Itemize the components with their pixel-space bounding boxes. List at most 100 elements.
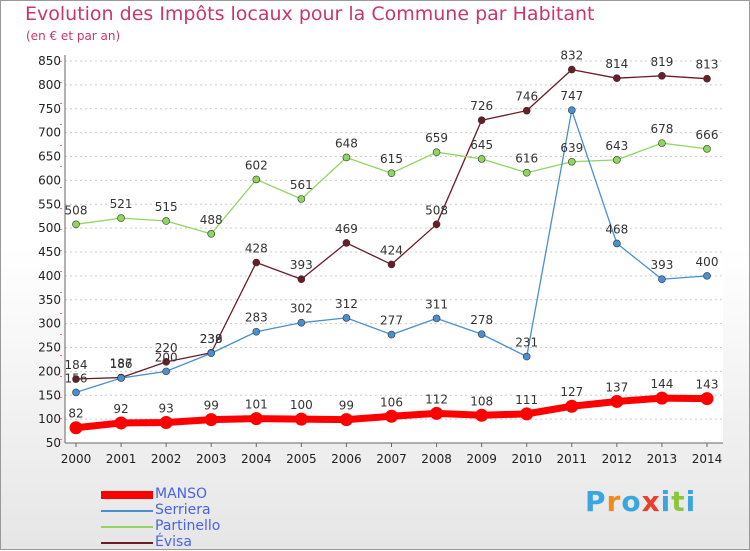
- data-label: 302: [290, 302, 313, 316]
- data-label: 639: [560, 141, 583, 155]
- data-label: 746: [515, 90, 538, 104]
- data-label: 99: [339, 399, 354, 413]
- logo-letter: o: [621, 485, 642, 518]
- data-point: [72, 375, 80, 383]
- x-tick-label: 2009: [466, 452, 497, 466]
- data-point: [703, 74, 711, 83]
- x-tick-label: 2006: [331, 452, 362, 466]
- y-tick-label: 550: [38, 197, 61, 211]
- legend-swatch: [101, 491, 153, 499]
- data-point: [567, 106, 576, 114]
- y-tick-label: 650: [38, 150, 61, 164]
- data-point: [294, 412, 308, 426]
- x-tick-label: 2012: [602, 452, 633, 466]
- data-label: 659: [425, 131, 448, 145]
- data-point: [162, 367, 170, 376]
- data-label: 283: [245, 311, 268, 325]
- data-point: [430, 406, 444, 420]
- data-label: 100: [290, 398, 313, 412]
- data-label: 187: [110, 357, 133, 371]
- data-point: [252, 327, 261, 336]
- x-tick-label: 2007: [376, 452, 407, 466]
- plot-area: [65, 55, 723, 443]
- data-point: [339, 413, 353, 427]
- data-point: [162, 358, 170, 366]
- data-point: [613, 156, 621, 164]
- data-label: 111: [515, 393, 538, 407]
- logo-letter: r: [606, 485, 622, 518]
- data-point: [342, 153, 351, 162]
- data-label: 488: [200, 213, 223, 227]
- data-label: 832: [560, 49, 583, 63]
- y-tick-label: 250: [38, 341, 61, 355]
- x-tick-label: 2011: [557, 452, 588, 466]
- data-label: 143: [696, 378, 719, 392]
- data-point: [72, 388, 80, 397]
- data-point: [342, 239, 351, 247]
- data-label: 137: [605, 380, 628, 394]
- y-tick-label: 700: [38, 126, 61, 140]
- data-label: 813: [696, 58, 719, 72]
- data-label: 616: [515, 152, 538, 166]
- data-label: 521: [110, 197, 133, 211]
- logo-letter: i: [685, 485, 697, 518]
- logo-letter: P: [585, 485, 607, 518]
- y-tick-label: 150: [38, 388, 61, 402]
- data-point: [252, 258, 261, 267]
- data-label: 468: [605, 222, 628, 236]
- data-point: [117, 374, 125, 382]
- data-label: 93: [159, 401, 174, 415]
- x-tick-label: 2002: [151, 452, 182, 466]
- data-point: [385, 409, 398, 423]
- data-label: 819: [650, 55, 673, 69]
- data-label: 82: [68, 407, 83, 421]
- y-tick-label: 200: [38, 364, 61, 378]
- x-tick-label: 2013: [647, 452, 678, 466]
- data-point: [477, 330, 486, 338]
- y-tick-label: 800: [38, 78, 61, 92]
- data-point: [567, 65, 576, 74]
- data-point: [567, 157, 576, 166]
- data-point: [700, 392, 714, 406]
- data-point: [207, 349, 216, 358]
- y-tick-label: 500: [38, 221, 61, 235]
- chart-subtitle: (en € et par an): [26, 29, 121, 43]
- data-point: [387, 260, 396, 269]
- data-point: [432, 314, 441, 323]
- y-tick-label: 100: [38, 412, 61, 426]
- data-label: 469: [335, 222, 358, 236]
- data-label: 156: [65, 371, 88, 385]
- logo-letter: t: [671, 485, 686, 518]
- data-point: [387, 169, 396, 178]
- data-point: [72, 220, 80, 229]
- legend-swatch: [101, 526, 153, 528]
- data-label: 101: [245, 398, 268, 412]
- y-tick-label: 300: [38, 317, 61, 331]
- legend-label: Partinello: [155, 518, 221, 534]
- data-label: 814: [605, 57, 628, 71]
- y-tick-label: 350: [38, 293, 61, 307]
- data-label: 231: [515, 336, 538, 350]
- data-point: [703, 272, 711, 280]
- logo-letter: x: [641, 485, 661, 518]
- data-point: [342, 314, 351, 322]
- data-label: 508: [425, 203, 448, 217]
- data-label: 424: [380, 243, 403, 257]
- data-label: 400: [696, 255, 719, 269]
- data-label: 278: [470, 313, 493, 327]
- data-point: [658, 275, 666, 284]
- data-label: 648: [335, 136, 358, 150]
- y-tick-label: 850: [38, 54, 61, 68]
- x-tick-label: 2001: [106, 452, 137, 466]
- data-point: [520, 407, 534, 421]
- data-point: [613, 74, 621, 82]
- data-label: 393: [290, 258, 313, 272]
- x-tick-label: 2005: [286, 452, 317, 466]
- data-label: 106: [380, 395, 403, 409]
- data-label: 186: [110, 357, 133, 371]
- data-point: [655, 391, 669, 405]
- data-point: [658, 139, 666, 147]
- data-point: [658, 72, 666, 80]
